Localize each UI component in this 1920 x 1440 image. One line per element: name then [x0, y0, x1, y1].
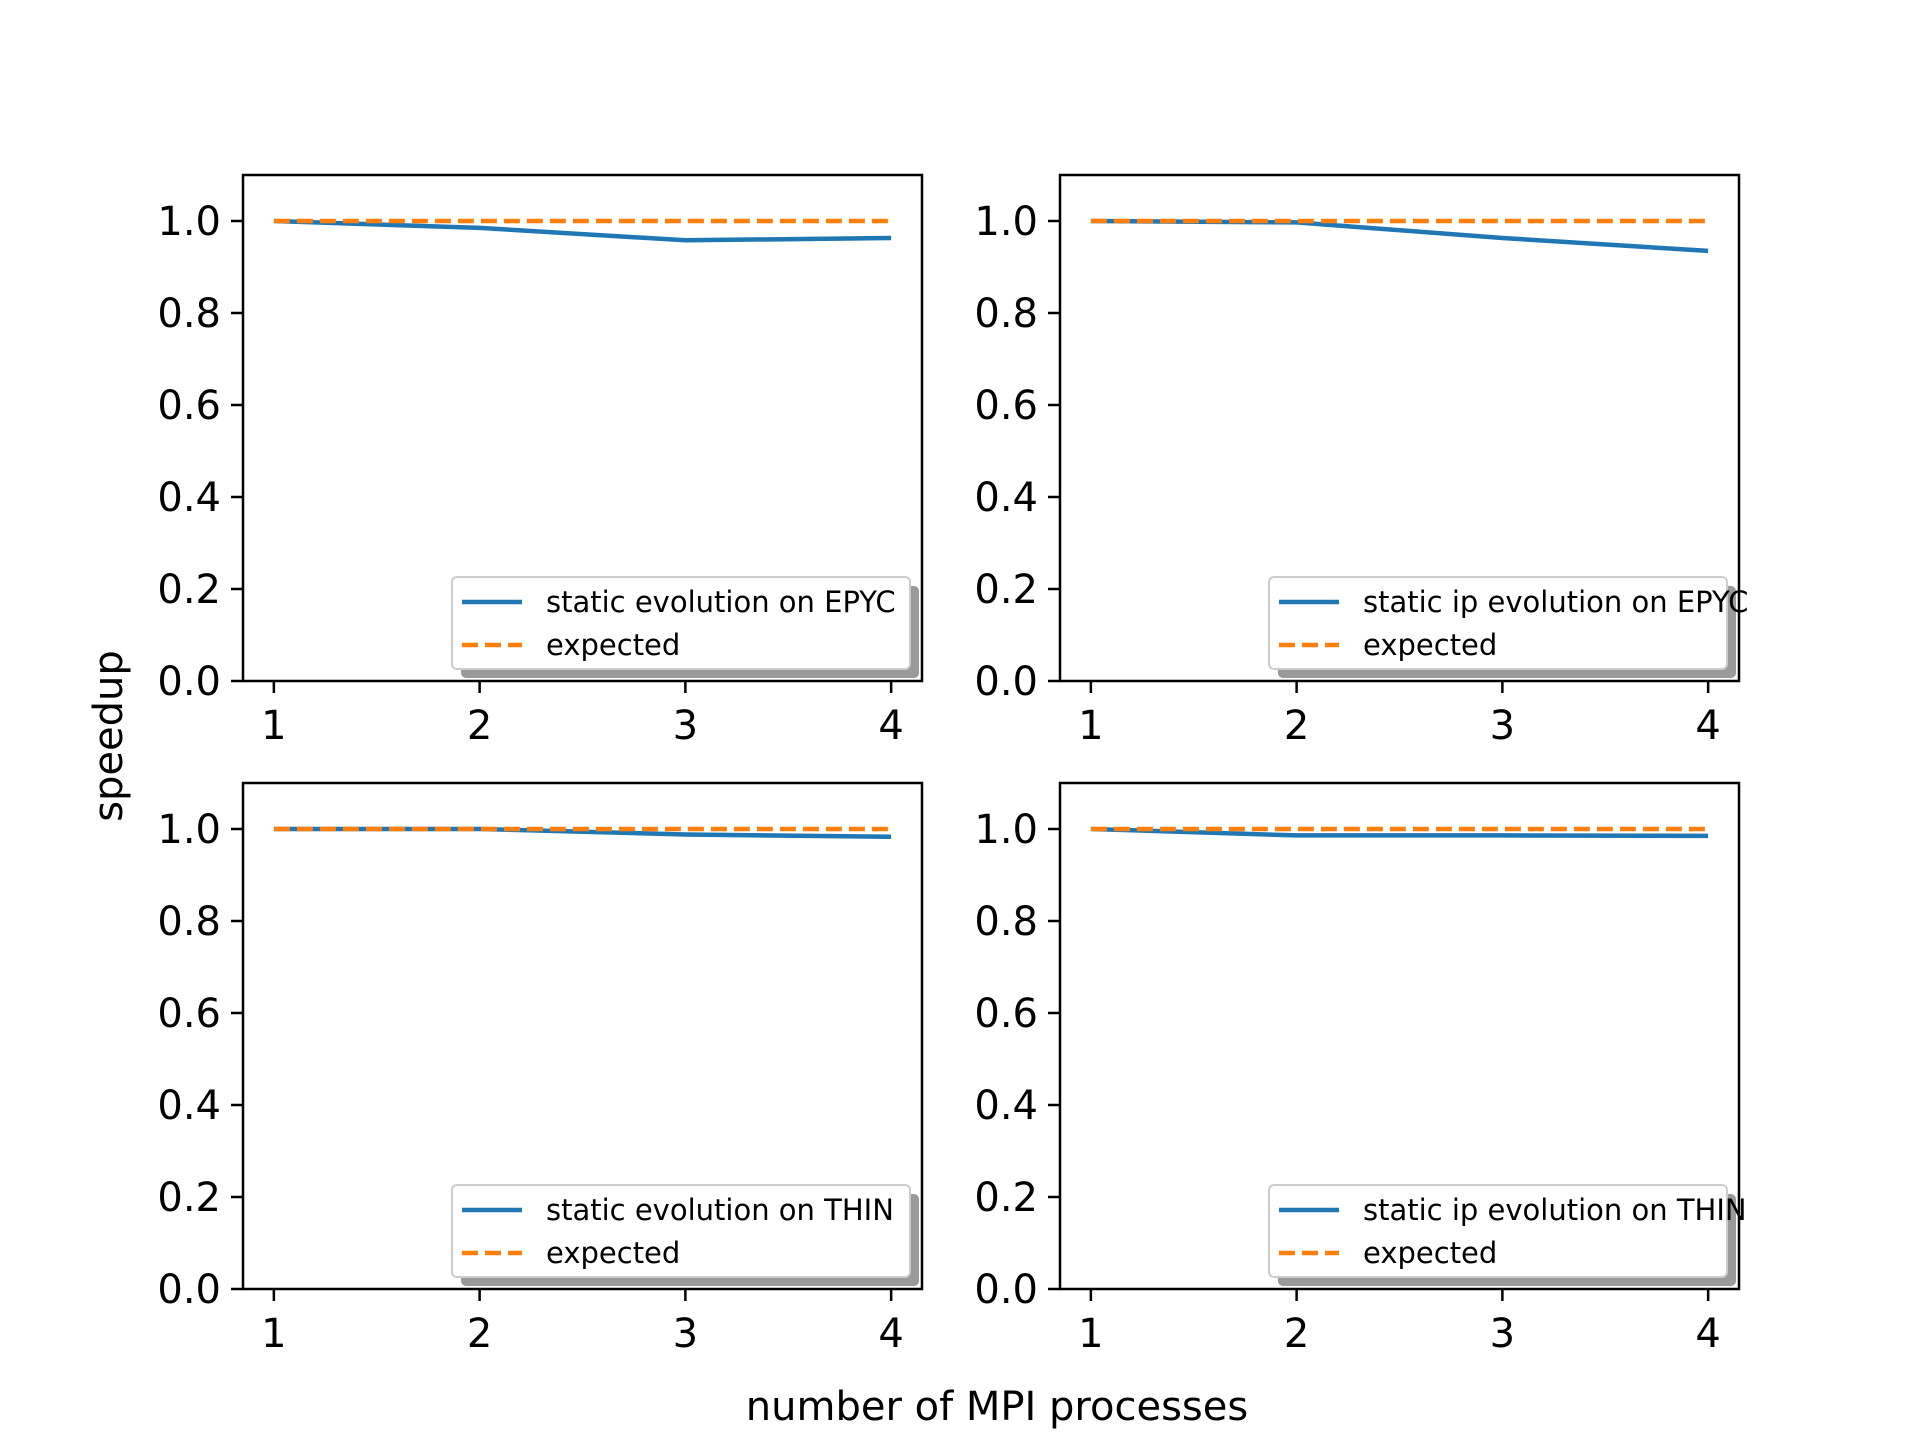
x-tick-label: 4	[878, 1311, 903, 1357]
y-tick-label: 0.2	[157, 1175, 221, 1221]
x-tick-label: 2	[467, 1311, 492, 1357]
legend: static evolution on THIN expected	[451, 1184, 919, 1286]
y-tick-label: 0.2	[974, 567, 1038, 613]
y-tick-label: 1.0	[974, 199, 1038, 245]
y-tick-label: 0.0	[157, 1267, 221, 1313]
subplot-epyc-static-ip: 0.0 0.2 0.4 0.6 0.8 1.0 1 2 3 4 static ip evolutio…	[974, 173, 1748, 749]
x-tick-label: 4	[878, 703, 903, 749]
y-tick-label: 1.0	[974, 807, 1038, 853]
axes-frame	[1058, 173, 1741, 683]
y-tick-label: 0.6	[974, 383, 1038, 429]
subplot-thin-static-ip: 0.0 0.2 0.4 0.6 0.8 1.0 1 2 3 4 static ip evolutio…	[974, 781, 1747, 1357]
legend-label: static ip evolution on EPYC	[1363, 585, 1748, 619]
x-tick-label: 1	[261, 703, 286, 749]
legend: static ip evolution on EPYC expected	[1268, 576, 1748, 678]
legend: static ip evolution on THIN expected	[1268, 1184, 1747, 1286]
measured-line-epyc-static	[273, 218, 892, 243]
y-tick-label: 0.8	[974, 291, 1038, 337]
x-axis-label: number of MPI processes	[746, 1384, 1248, 1430]
subplot-epyc-static: 0.0 0.2 0.4 0.6 0.8 1.0 1 2 3 4 static evolution o…	[157, 173, 924, 749]
y-tick-label: 0.8	[974, 899, 1038, 945]
legend-box	[451, 576, 911, 670]
legend-label: expected	[1363, 628, 1497, 662]
x-tick-label: 3	[673, 1311, 698, 1357]
measured-line-thin-static-ip	[1090, 826, 1709, 839]
legend-label: static evolution on THIN	[546, 1193, 894, 1227]
y-tick-label: 0.6	[157, 383, 221, 429]
x-tick-label: 1	[1078, 1311, 1103, 1357]
x-tick-label: 2	[1284, 1311, 1309, 1357]
y-tick-label: 0.4	[974, 475, 1038, 521]
y-tick-label: 0.0	[157, 659, 221, 705]
x-tick-label: 1	[261, 1311, 286, 1357]
legend-label: expected	[546, 628, 680, 662]
legend-label: expected	[546, 1236, 680, 1270]
legend-box	[1268, 1184, 1728, 1278]
y-tick-label: 0.8	[157, 899, 221, 945]
x-tick-label: 3	[1490, 1311, 1515, 1357]
x-tick-label: 4	[1695, 1311, 1720, 1357]
x-tick-label: 4	[1695, 703, 1720, 749]
measured-line-epyc-static-ip	[1090, 218, 1709, 254]
y-tick-label: 1.0	[157, 807, 221, 853]
y-tick-label: 0.8	[157, 291, 221, 337]
x-tick-label: 1	[1078, 703, 1103, 749]
legend-label: static evolution on EPYC	[546, 585, 896, 619]
y-tick-label: 0.0	[974, 659, 1038, 705]
x-tick-label: 2	[1284, 703, 1309, 749]
y-tick-label: 0.4	[974, 1083, 1038, 1129]
legend: static evolution on EPYC expected	[451, 576, 919, 678]
subplot-thin-static: 0.0 0.2 0.4 0.6 0.8 1.0 1 2 3 4 static evolution o…	[157, 781, 924, 1357]
legend-label: static ip evolution on THIN	[1363, 1193, 1747, 1227]
x-tick-label: 3	[1490, 703, 1515, 749]
y-axis-label: speedup	[86, 650, 132, 822]
y-tick-label: 1.0	[157, 199, 221, 245]
legend-label: expected	[1363, 1236, 1497, 1270]
y-tick-label: 0.4	[157, 1083, 221, 1129]
x-tick-label: 2	[467, 703, 492, 749]
y-tick-label: 0.0	[974, 1267, 1038, 1313]
y-tick-label: 0.6	[974, 991, 1038, 1037]
y-tick-label: 0.6	[157, 991, 221, 1037]
axes-frame	[241, 173, 924, 683]
y-tick-label: 0.2	[157, 567, 221, 613]
axes-frame	[241, 781, 924, 1291]
x-tick-label: 3	[673, 703, 698, 749]
legend-box	[451, 1184, 911, 1278]
y-tick-label: 0.4	[157, 475, 221, 521]
legend-box	[1268, 576, 1728, 670]
axes-frame	[1058, 781, 1741, 1291]
subplot-grid: 0.0 0.2 0.4 0.6 0.8 1.0 1 2 3 4 static evolution o…	[157, 173, 1748, 1357]
y-tick-label: 0.2	[974, 1175, 1038, 1221]
